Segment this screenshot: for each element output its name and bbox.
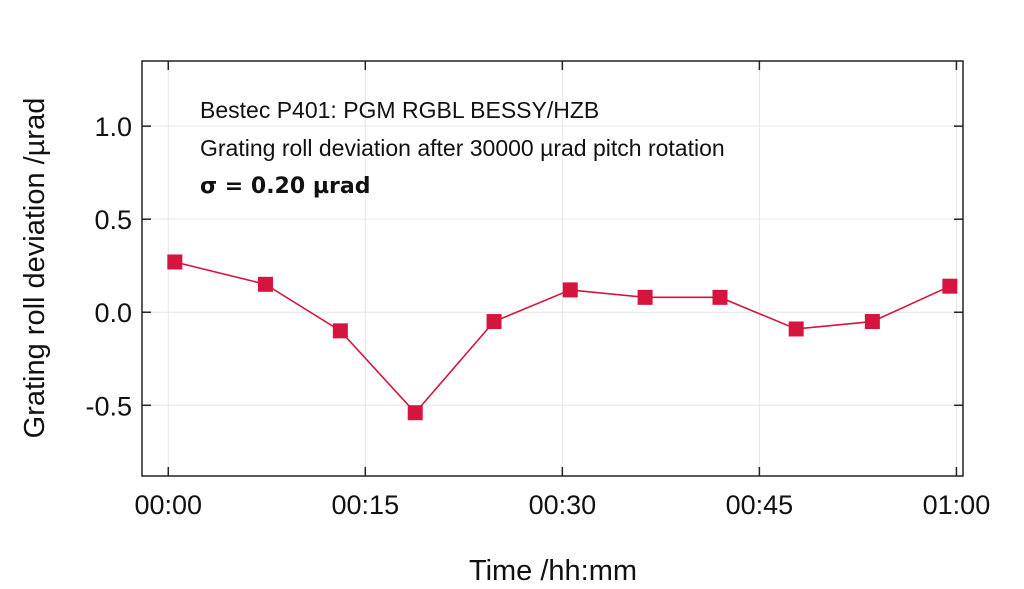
y-axis-label: Grating roll deviation /µrad	[19, 98, 51, 439]
y-tick-label: 1.0	[94, 112, 132, 142]
y-tick-label: 0.5	[94, 205, 132, 235]
data-point-marker	[637, 289, 653, 305]
annotation-line-3: σ = 0.20 µrad	[200, 174, 370, 199]
data-point-marker	[864, 314, 880, 330]
x-tick-label: 00:00	[134, 490, 202, 520]
data-point-marker	[712, 289, 728, 305]
y-tick-label: 0.0	[94, 298, 132, 328]
annotation-line-1: Bestec P401: PGM RGBL BESSY/HZB	[200, 97, 599, 123]
plot-frame	[141, 60, 964, 477]
data-point-marker	[407, 405, 423, 421]
data-point-marker	[486, 314, 502, 330]
data-point-marker	[942, 278, 958, 294]
data-point-marker	[257, 276, 273, 292]
x-tick-label: 01:00	[923, 490, 991, 520]
data-point-marker	[167, 254, 183, 270]
y-tick-label: -0.5	[85, 391, 132, 421]
data-point-marker	[332, 323, 348, 339]
x-tick-label: 00:15	[332, 490, 400, 520]
data-point-marker	[562, 282, 578, 298]
x-axis-label: Time /hh:mm	[469, 555, 637, 587]
annotation-line-2: Grating roll deviation after 30000 µrad …	[200, 135, 725, 161]
data-point-marker	[788, 321, 804, 337]
series-group	[167, 254, 958, 421]
annotation-block: Bestec P401: PGM RGBL BESSY/HZB Grating …	[200, 97, 725, 199]
axis-ticks: 00:00 00:15 00:30 00:45 01:00 1.0 0.5 0.0 -0.5	[85, 61, 990, 520]
x-tick-label: 00:45	[726, 490, 794, 520]
x-tick-label: 00:30	[529, 490, 597, 520]
grid-lines	[142, 61, 963, 476]
